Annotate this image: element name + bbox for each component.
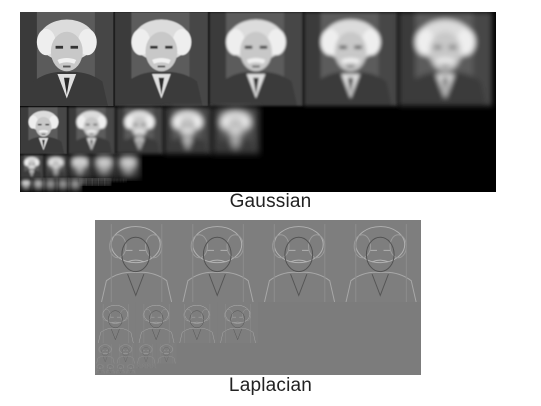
gaussian-tile-level0-2 — [114, 12, 209, 106]
laplacian-tile-level1-1 — [95, 302, 136, 343]
gaussian-pyramid-image — [20, 12, 496, 192]
laplacian-tile-level4-1 — [136, 363, 142, 369]
gaussian-tile-level3-2 — [32, 179, 45, 191]
gaussian-tile-level2-5 — [116, 155, 140, 179]
laplacian-tile-level3-3 — [115, 363, 126, 374]
gaussian-tile-level1-4 — [164, 107, 211, 154]
gaussian-tile-level5-4 — [120, 179, 124, 182]
laplacian-tile-level1-3 — [176, 302, 218, 343]
gaussian-tile-level0-3 — [209, 12, 303, 106]
laplacian-tile-level2-4 — [156, 343, 177, 364]
gaussian-tile-level2-4 — [92, 155, 116, 179]
laplacian-tile-level1-2 — [135, 302, 177, 343]
gaussian-tile-level0-4 — [303, 12, 398, 106]
laplacian-tile-level0-1 — [95, 220, 177, 302]
laplacian-tile-level2-3 — [135, 343, 157, 364]
gaussian-tile-level3-3 — [44, 179, 57, 191]
laplacian-tile-level3-1 — [95, 363, 106, 374]
laplacian-pyramid-panel — [95, 220, 421, 375]
gaussian-tile-level5-2 — [114, 179, 118, 182]
gaussian-tile-level0-5 — [398, 12, 492, 106]
gaussian-tile-level2-3 — [68, 155, 92, 179]
gaussian-caption: Gaussian — [229, 191, 312, 212]
laplacian-tile-level0-2 — [176, 220, 258, 302]
gaussian-pyramid-panel — [20, 12, 496, 192]
laplacian-tile-level0-4 — [339, 220, 421, 302]
gaussian-tile-level5-1 — [111, 179, 114, 182]
gaussian-tile-level2-1 — [20, 155, 44, 179]
gaussian-tile-level0-1 — [20, 12, 114, 106]
gaussian-tile-level5-3 — [117, 179, 121, 182]
laplacian-tile-level2-1 — [95, 343, 116, 364]
laplacian-tile-level1-4 — [217, 302, 258, 343]
gaussian-tile-level4-2 — [86, 179, 93, 185]
laplacian-pyramid-image — [95, 220, 421, 375]
gaussian-tile-level5-5 — [123, 179, 127, 182]
gaussian-tile-level3-4 — [56, 179, 69, 191]
gaussian-tile-level1-2 — [68, 107, 115, 154]
laplacian-tile-level3-2 — [105, 363, 116, 374]
laplacian-tile-level2-2 — [115, 343, 136, 364]
laplacian-tile-level3-4 — [125, 363, 136, 374]
gaussian-tile-level4-4 — [98, 179, 105, 185]
gaussian-tile-level4-1 — [80, 179, 86, 185]
gaussian-tile-level4-3 — [92, 179, 99, 185]
gaussian-tile-level2-2 — [44, 155, 68, 179]
laplacian-tile-level0-3 — [258, 220, 340, 302]
laplacian-tile-level4-2 — [141, 363, 147, 369]
gaussian-tile-level1-3 — [116, 107, 163, 154]
gaussian-tile-level4-5 — [104, 179, 111, 185]
gaussian-tile-level3-5 — [69, 179, 82, 191]
laplacian-tile-level4-4 — [151, 363, 157, 369]
laplacian-tile-level4-3 — [146, 363, 152, 369]
laplacian-caption: Laplacian — [228, 375, 313, 396]
gaussian-tile-level1-1 — [20, 107, 67, 154]
gaussian-tile-level3-1 — [20, 179, 32, 191]
gaussian-tile-level1-5 — [212, 107, 259, 154]
